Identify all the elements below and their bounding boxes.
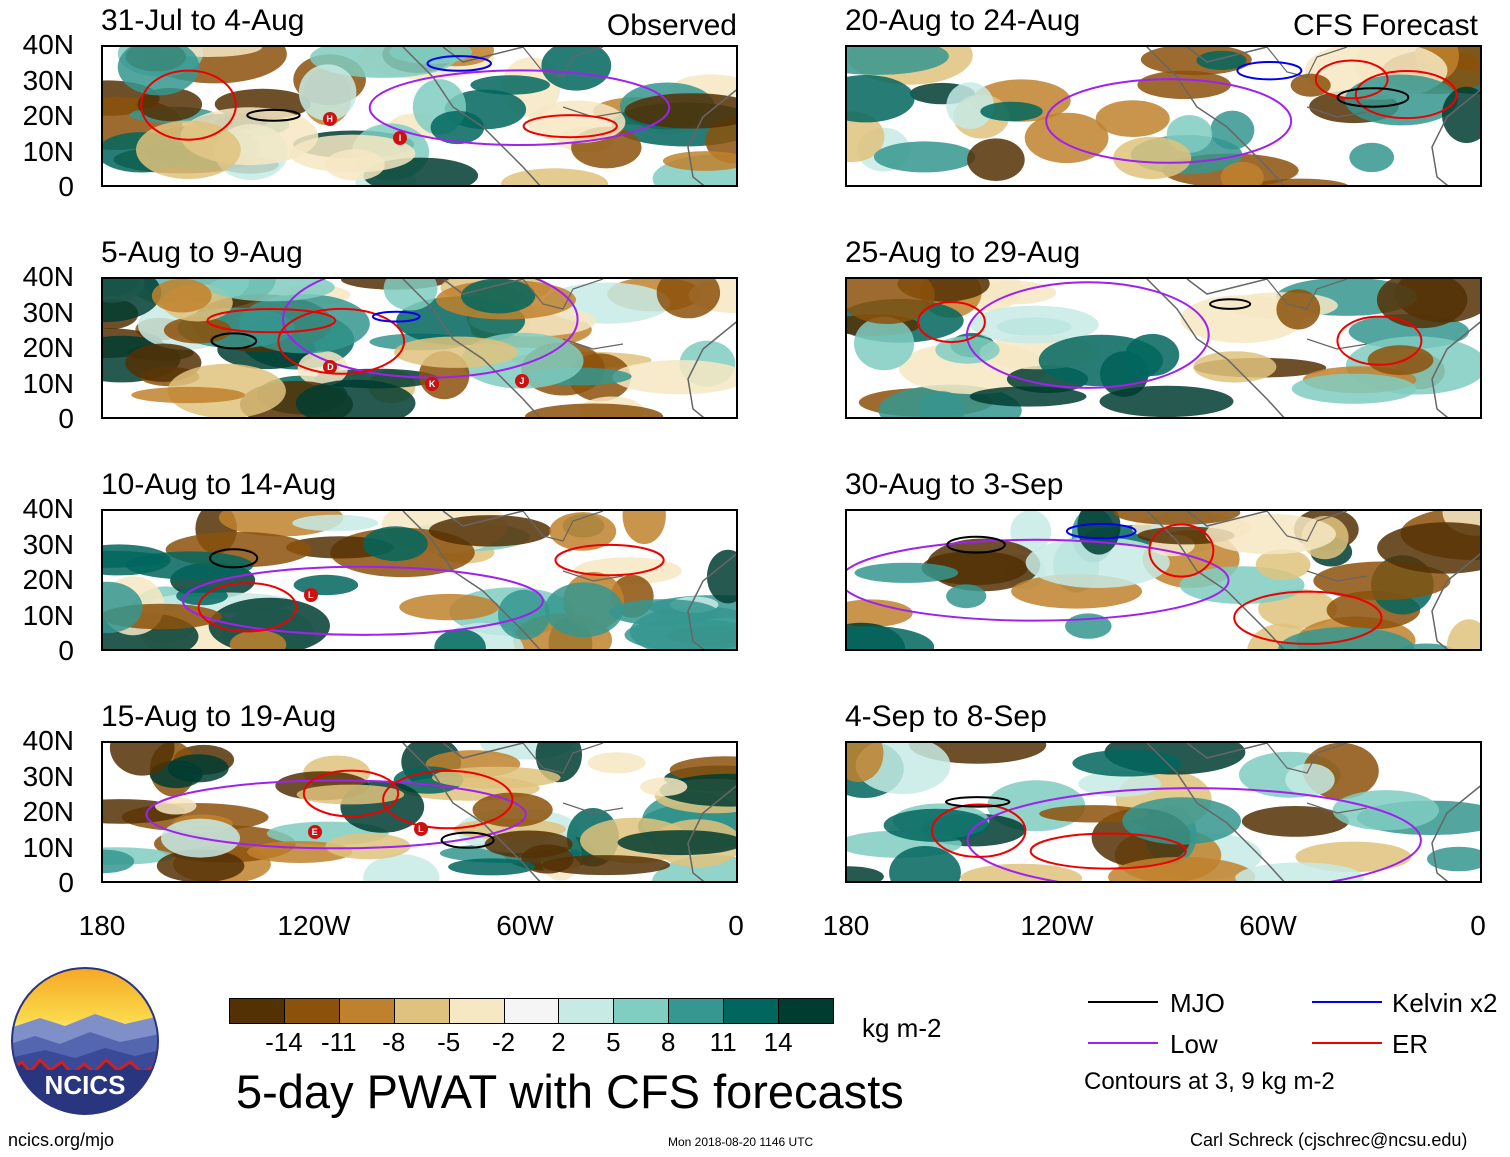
panel-title: 4-Sep to 8-Sep <box>845 700 1047 733</box>
forecast-map <box>845 741 1482 883</box>
colorbar-swatch <box>778 998 834 1024</box>
colorbar-swatch <box>503 998 560 1024</box>
latitude-label: 0 <box>58 867 74 898</box>
colorbar-tick-label: -2 <box>491 1027 516 1057</box>
forecast-map <box>845 45 1482 187</box>
forecast-map <box>845 509 1482 651</box>
panel-label-observed: Observed <box>606 9 737 42</box>
latitude-label: 40N <box>22 725 74 756</box>
storm-marker: K <box>425 377 440 392</box>
x-axis-label: 120W <box>1020 910 1094 941</box>
latitude-label: 0 <box>58 171 74 202</box>
latitude-label: 40N <box>22 261 74 292</box>
colorbar-tick-label: -8 <box>382 1027 406 1057</box>
storm-marker: L <box>413 821 428 836</box>
colorbar-swatch <box>448 998 505 1024</box>
footer-url[interactable]: ncics.org/mjo <box>8 1130 115 1150</box>
storm-marker: J <box>514 373 529 388</box>
latitude-label: 20N <box>22 796 74 827</box>
panel-title: 15-Aug to 19-Aug <box>101 700 337 733</box>
storm-marker: D <box>323 359 338 374</box>
legend-label-kelvin: Kelvin x2 <box>1392 988 1498 1018</box>
panel-title: 20-Aug to 24-Aug <box>845 4 1081 37</box>
logo-text: NCICS <box>45 1070 126 1100</box>
colorbar-swatch <box>393 998 450 1024</box>
legend-line-mjo <box>1088 1001 1158 1003</box>
figure-title: 5-day PWAT with CFS forecasts <box>236 1065 904 1118</box>
latitude-label: 30N <box>22 760 74 792</box>
latitude-label: 30N <box>22 296 74 328</box>
x-axis-label: 0 <box>728 910 744 941</box>
panel-title: 31-Jul to 4-Aug <box>101 4 305 37</box>
colorbar-swatch <box>229 998 285 1024</box>
latitude-label: 20N <box>22 564 74 595</box>
colorbar-tick-label: 11 <box>709 1027 737 1057</box>
footer-credit: Carl Schreck (cjschrec@ncsu.edu) <box>1190 1130 1468 1150</box>
latitude-label: 10N <box>22 831 74 863</box>
x-axis-label: 120W <box>277 910 351 941</box>
colorbar-tick-label: -14 <box>265 1027 303 1057</box>
x-axis-label: 0 <box>1470 910 1486 941</box>
latitude-label: 10N <box>22 599 74 631</box>
latitude-label: 40N <box>22 29 74 60</box>
panel-title: 5-Aug to 9-Aug <box>101 236 303 269</box>
legend-line-low <box>1088 1042 1158 1044</box>
observed-map: L <box>101 509 738 651</box>
legend-line-er <box>1312 1042 1382 1044</box>
storm-marker: L <box>303 587 318 602</box>
latitude-label: 30N <box>22 528 74 560</box>
legend-label-low: Low <box>1170 1029 1218 1059</box>
latitude-label: 0 <box>58 403 74 434</box>
legend-note: Contours at 3, 9 kg m-2 <box>1084 1068 1335 1095</box>
colorbar-swatch <box>613 998 670 1024</box>
panel-label-forecast: CFS Forecast <box>1292 9 1478 42</box>
colorbar-swatch <box>338 998 395 1024</box>
storm-marker: E <box>307 825 322 839</box>
x-axis-label: 60W <box>1239 910 1297 941</box>
latitude-label: 10N <box>22 367 74 399</box>
panel-title: 10-Aug to 14-Aug <box>101 468 337 501</box>
legend-label-mjo: MJO <box>1170 988 1225 1018</box>
colorbar-swatch <box>283 998 340 1024</box>
latitude-label: 10N <box>22 135 74 167</box>
panel-title: 25-Aug to 29-Aug <box>845 236 1081 269</box>
latitude-label: 0 <box>58 635 74 666</box>
forecast-map <box>845 277 1482 419</box>
colorbar-tick-label: 2 <box>551 1027 566 1057</box>
footer-timestamp: Mon 2018-08-20 1146 UTC <box>668 1135 814 1149</box>
colorbar-units: kg m-2 <box>862 1013 942 1043</box>
legend-label-er: ER <box>1392 1029 1429 1059</box>
observed-map: D K J <box>101 277 738 419</box>
storm-marker: I <box>393 131 407 146</box>
colorbar-tick-label: 14 <box>763 1027 793 1057</box>
colorbar-tick-label: 8 <box>661 1027 676 1057</box>
colorbar-tick-label: -11 <box>320 1027 357 1057</box>
colorbar-swatch <box>668 998 725 1024</box>
latitude-label: 20N <box>22 332 74 363</box>
x-axis-label: 60W <box>496 910 554 941</box>
storm-marker: H <box>322 111 337 126</box>
latitude-label: 30N <box>22 64 74 96</box>
legend-line-kelvin <box>1312 1001 1382 1003</box>
colorbar-tick-label: 5 <box>606 1027 621 1057</box>
colorbar <box>229 998 834 1024</box>
colorbar-swatch <box>558 998 615 1024</box>
colorbar-swatch <box>723 998 780 1024</box>
x-axis-label: 180 <box>78 910 126 941</box>
ncics-logo: NCICS <box>10 966 160 1116</box>
latitude-label: 40N <box>22 493 74 524</box>
x-axis-label: 180 <box>822 910 870 941</box>
panel-title: 30-Aug to 3-Sep <box>845 468 1064 501</box>
latitude-label: 20N <box>22 100 74 131</box>
colorbar-tick-label: -5 <box>437 1027 461 1057</box>
